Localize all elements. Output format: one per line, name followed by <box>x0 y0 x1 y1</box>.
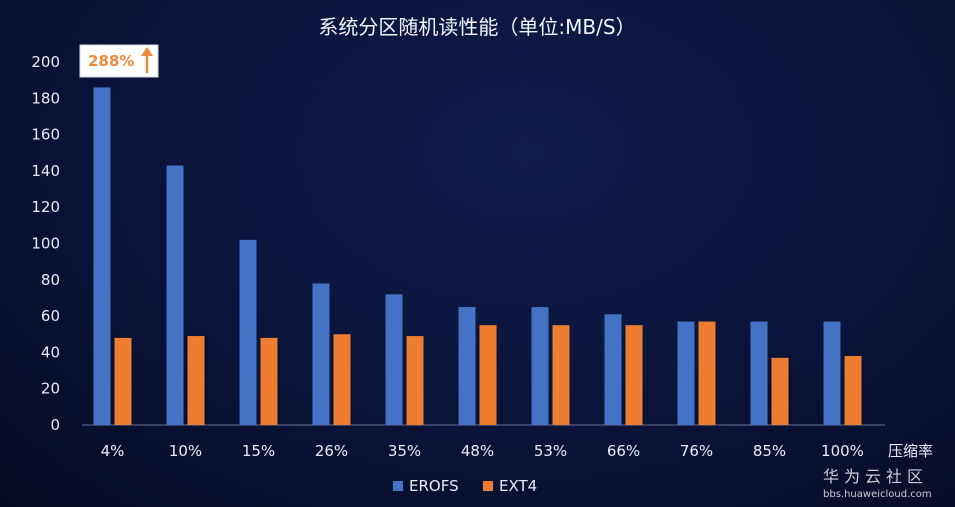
y-tick-label: 140 <box>31 162 60 180</box>
legend-label-ext4: EXT4 <box>499 477 537 495</box>
bar-ext4-76pct <box>698 321 716 425</box>
bar-erofs-66pct <box>604 314 622 425</box>
legend-swatch-erofs <box>393 481 403 491</box>
x-tick-label: 26% <box>315 442 348 460</box>
y-tick-label: 40 <box>41 343 60 361</box>
bar-ext4-4pct <box>114 337 132 425</box>
bar-erofs-4pct <box>93 87 111 425</box>
legend-label-erofs: EROFS <box>409 477 459 495</box>
x-tick-label: 10% <box>169 442 202 460</box>
x-axis-title: 压缩率 <box>888 442 933 460</box>
callout-text: 288% <box>88 52 134 70</box>
y-tick-label: 120 <box>31 198 60 216</box>
y-tick-label: 200 <box>31 53 60 71</box>
bar-erofs-35pct <box>385 294 403 425</box>
x-tick-label: 53% <box>534 442 567 460</box>
arrow-up-icon <box>141 47 153 73</box>
watermark-url: bbs.huaweicloud.com <box>823 489 932 500</box>
bars <box>93 87 862 425</box>
x-tick-label: 4% <box>101 442 125 460</box>
x-tick-label: 66% <box>607 442 640 460</box>
x-tick-label: 85% <box>753 442 786 460</box>
y-tick-label: 160 <box>31 126 60 144</box>
bar-erofs-48pct <box>458 307 476 425</box>
callout-annotation: 288% <box>79 44 159 78</box>
bar-erofs-10pct <box>166 165 184 425</box>
bar-ext4-66pct <box>625 325 643 425</box>
bar-ext4-48pct <box>479 325 497 425</box>
x-tick-label: 35% <box>388 442 421 460</box>
legend: EROFS EXT4 <box>393 477 537 495</box>
y-axis: 0 20 40 60 80 100 120 140 160 180 200 <box>31 53 60 434</box>
x-axis-labels: 4% 10% 15% 26% 35% 48% 53% 66% 76% 85% 100% <box>101 442 864 460</box>
bar-erofs-85pct <box>750 321 768 425</box>
bar-erofs-26pct <box>312 283 330 425</box>
y-tick-label: 60 <box>41 307 60 325</box>
y-tick-label: 20 <box>41 380 60 398</box>
bar-ext4-53pct <box>552 325 570 425</box>
chart-title: 系统分区随机读性能（单位:MB/S） <box>318 15 635 39</box>
bar-ext4-100pct <box>844 356 862 425</box>
y-tick-label: 180 <box>31 89 60 107</box>
bar-erofs-76pct <box>677 321 695 425</box>
y-tick-label: 0 <box>50 416 60 434</box>
bar-ext4-15pct <box>260 337 278 425</box>
legend-swatch-ext4 <box>483 481 493 491</box>
y-tick-label: 100 <box>31 235 60 253</box>
bar-ext4-26pct <box>333 334 351 425</box>
bar-erofs-15pct <box>239 239 257 425</box>
x-tick-label: 76% <box>680 442 713 460</box>
bar-ext4-35pct <box>406 336 424 425</box>
watermark-name: 华为云社区 <box>823 467 928 486</box>
y-tick-label: 80 <box>41 271 60 289</box>
x-tick-label: 100% <box>821 442 864 460</box>
watermark: 华为云社区 bbs.huaweicloud.com <box>823 467 932 500</box>
x-tick-label: 48% <box>461 442 494 460</box>
bar-ext4-85pct <box>771 357 789 425</box>
x-tick-label: 15% <box>242 442 275 460</box>
bar-ext4-10pct <box>187 336 205 425</box>
bar-erofs-53pct <box>531 307 549 425</box>
bar-erofs-100pct <box>823 321 841 425</box>
